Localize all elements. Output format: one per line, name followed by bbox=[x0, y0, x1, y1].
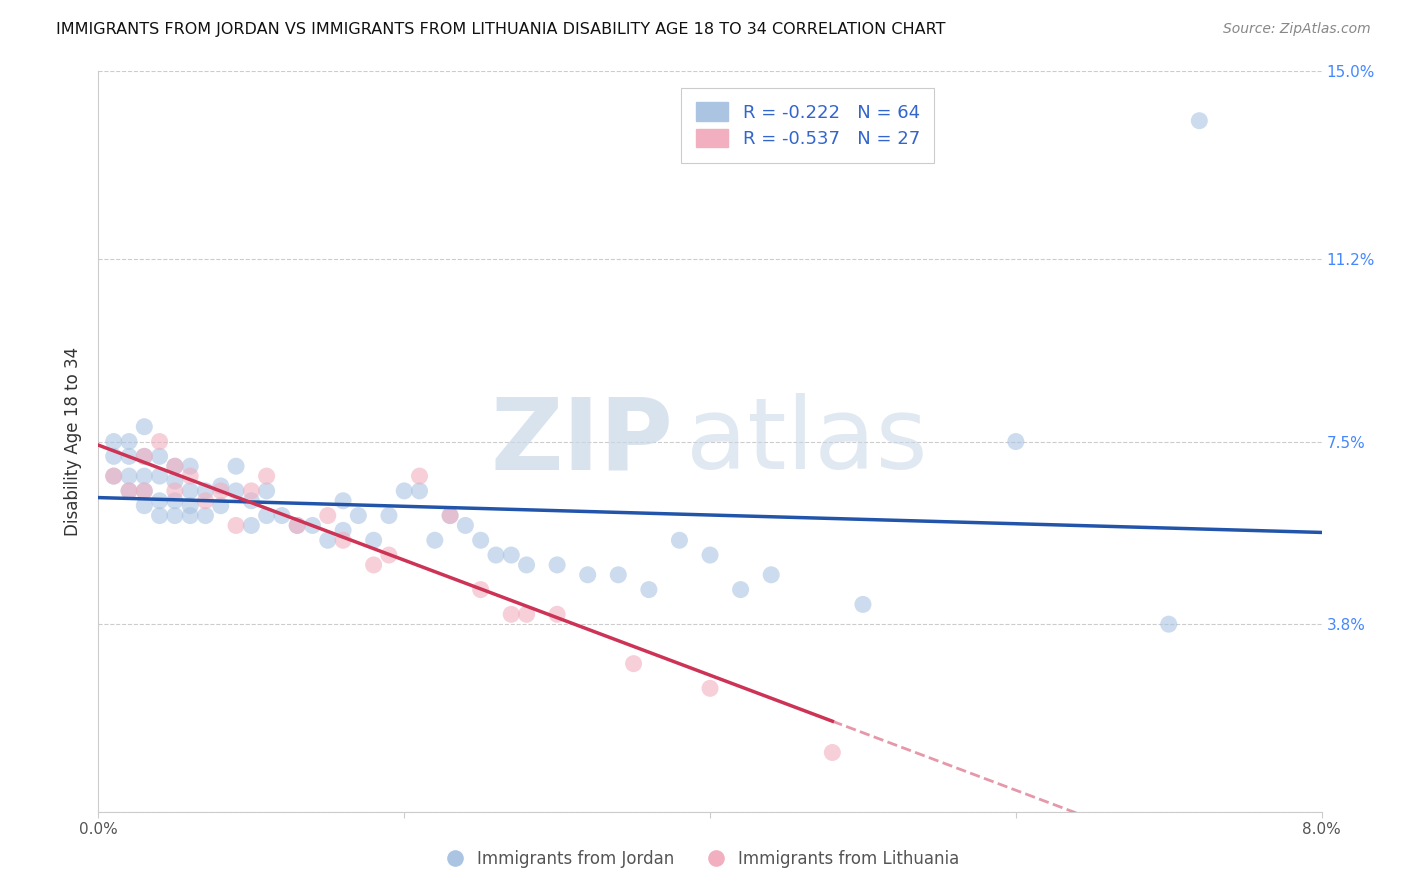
Point bbox=[516, 558, 538, 572]
Point bbox=[179, 508, 201, 523]
Point bbox=[134, 483, 156, 498]
Point bbox=[256, 508, 278, 523]
Point bbox=[454, 518, 477, 533]
Point bbox=[408, 483, 430, 498]
Point bbox=[285, 518, 308, 533]
Point bbox=[240, 493, 263, 508]
Point bbox=[316, 508, 339, 523]
Point bbox=[607, 567, 630, 582]
Point bbox=[1188, 113, 1211, 128]
Point bbox=[149, 434, 172, 449]
Point bbox=[546, 607, 568, 622]
Point bbox=[179, 469, 201, 483]
Point bbox=[103, 434, 125, 449]
Point bbox=[516, 607, 538, 622]
Point bbox=[240, 483, 263, 498]
Point bbox=[392, 483, 416, 498]
Point bbox=[470, 582, 492, 597]
Point bbox=[347, 508, 370, 523]
Point bbox=[179, 483, 201, 498]
Point bbox=[163, 459, 186, 474]
Point bbox=[118, 483, 141, 498]
Point bbox=[194, 493, 217, 508]
Point bbox=[118, 483, 141, 498]
Legend: Immigrants from Jordan, Immigrants from Lithuania: Immigrants from Jordan, Immigrants from … bbox=[440, 844, 966, 875]
Point bbox=[332, 533, 354, 548]
Point bbox=[134, 450, 156, 464]
Point bbox=[225, 518, 247, 533]
Point bbox=[149, 450, 172, 464]
Point bbox=[378, 508, 401, 523]
Point bbox=[546, 558, 568, 572]
Point bbox=[332, 524, 354, 538]
Point bbox=[316, 533, 339, 548]
Text: atlas: atlas bbox=[686, 393, 927, 490]
Point bbox=[163, 483, 186, 498]
Point bbox=[270, 508, 294, 523]
Text: Source: ZipAtlas.com: Source: ZipAtlas.com bbox=[1223, 22, 1371, 37]
Point bbox=[285, 518, 308, 533]
Point bbox=[103, 469, 125, 483]
Point bbox=[194, 508, 217, 523]
Point bbox=[134, 499, 156, 513]
Point bbox=[852, 598, 875, 612]
Point bbox=[668, 533, 690, 548]
Point bbox=[378, 548, 401, 562]
Point bbox=[408, 469, 430, 483]
Point bbox=[134, 419, 156, 434]
Point bbox=[134, 483, 156, 498]
Point bbox=[209, 483, 232, 498]
Point bbox=[363, 558, 385, 572]
Point bbox=[637, 582, 661, 597]
Point bbox=[730, 582, 752, 597]
Point bbox=[759, 567, 782, 582]
Point bbox=[163, 459, 186, 474]
Point bbox=[163, 493, 186, 508]
Point bbox=[118, 450, 141, 464]
Point bbox=[209, 499, 232, 513]
Point bbox=[118, 469, 141, 483]
Point bbox=[134, 450, 156, 464]
Point bbox=[149, 469, 172, 483]
Point bbox=[1157, 617, 1180, 632]
Point bbox=[103, 469, 125, 483]
Point bbox=[103, 450, 125, 464]
Point bbox=[163, 508, 186, 523]
Point bbox=[363, 533, 385, 548]
Point bbox=[240, 518, 263, 533]
Text: ZIP: ZIP bbox=[491, 393, 673, 490]
Point bbox=[470, 533, 492, 548]
Point bbox=[485, 548, 508, 562]
Point bbox=[179, 499, 201, 513]
Point bbox=[149, 493, 172, 508]
Point bbox=[821, 746, 844, 760]
Point bbox=[699, 548, 721, 562]
Point bbox=[699, 681, 721, 696]
Point bbox=[134, 469, 156, 483]
Point bbox=[163, 474, 186, 488]
Text: IMMIGRANTS FROM JORDAN VS IMMIGRANTS FROM LITHUANIA DISABILITY AGE 18 TO 34 CORR: IMMIGRANTS FROM JORDAN VS IMMIGRANTS FRO… bbox=[56, 22, 946, 37]
Legend: R = -0.222   N = 64, R = -0.537   N = 27: R = -0.222 N = 64, R = -0.537 N = 27 bbox=[682, 87, 935, 162]
Point bbox=[256, 483, 278, 498]
Point bbox=[209, 479, 232, 493]
Y-axis label: Disability Age 18 to 34: Disability Age 18 to 34 bbox=[65, 347, 83, 536]
Point bbox=[576, 567, 599, 582]
Point bbox=[623, 657, 645, 671]
Point bbox=[179, 459, 201, 474]
Point bbox=[332, 493, 354, 508]
Point bbox=[1004, 434, 1026, 449]
Point bbox=[423, 533, 446, 548]
Point bbox=[501, 548, 523, 562]
Point bbox=[256, 469, 278, 483]
Point bbox=[225, 483, 247, 498]
Point bbox=[501, 607, 523, 622]
Point bbox=[118, 434, 141, 449]
Point bbox=[301, 518, 323, 533]
Point bbox=[439, 508, 461, 523]
Point bbox=[225, 459, 247, 474]
Point bbox=[194, 483, 217, 498]
Point bbox=[149, 508, 172, 523]
Point bbox=[439, 508, 461, 523]
